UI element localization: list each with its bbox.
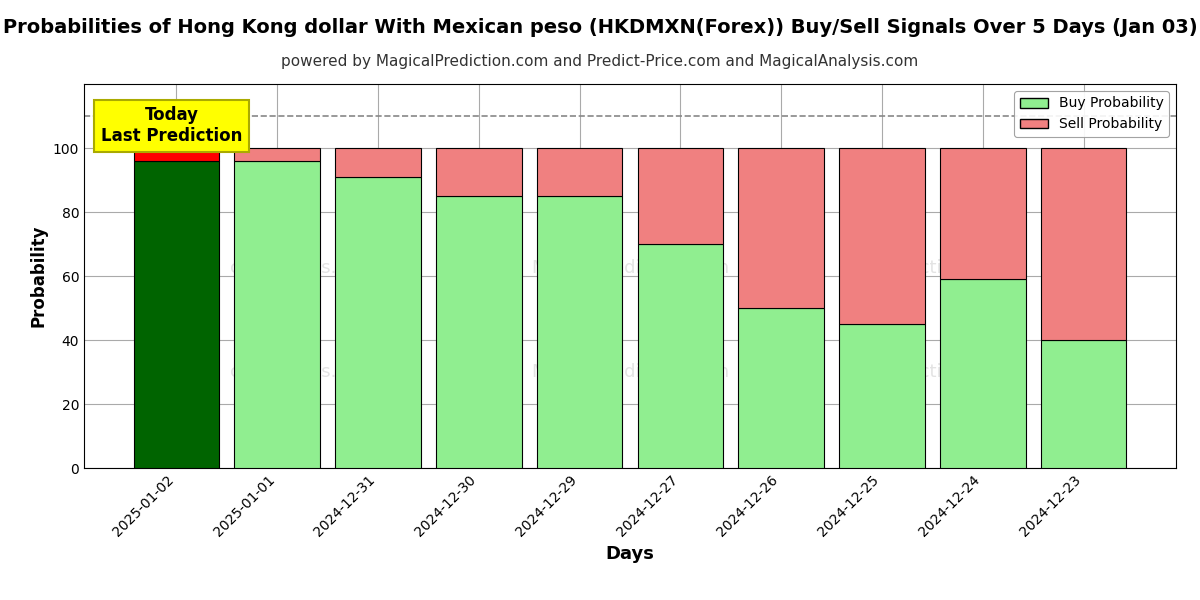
Bar (436, 148, 522, 196)
Bar (839, 324, 925, 468)
Text: MagicnPrediction.com: MagicnPrediction.com (530, 259, 730, 277)
Text: powered by MagicalPrediction.com and Predict-Price.com and MagicalAnalysis.com: powered by MagicalPrediction.com and Pre… (281, 54, 919, 69)
Bar (335, 177, 421, 468)
Bar (536, 196, 623, 468)
Bar (234, 148, 320, 161)
Bar (234, 161, 320, 468)
Bar (940, 279, 1026, 468)
Bar (133, 161, 220, 468)
X-axis label: Days: Days (606, 545, 654, 563)
Bar (839, 148, 925, 324)
Bar (738, 308, 824, 468)
Bar (940, 148, 1026, 279)
Bar (1040, 148, 1127, 340)
Text: calAnalysis.com: calAnalysis.com (230, 363, 374, 381)
Y-axis label: Probability: Probability (29, 225, 47, 327)
Text: MagicnPrediction.com: MagicnPrediction.com (530, 363, 730, 381)
Bar (738, 148, 824, 308)
Text: Today
Last Prediction: Today Last Prediction (101, 106, 242, 145)
Bar (536, 148, 623, 196)
Bar (1040, 340, 1127, 468)
Bar (133, 148, 220, 161)
Text: Probabilities of Hong Kong dollar With Mexican peso (HKDMXN(Forex)) Buy/Sell Sig: Probabilities of Hong Kong dollar With M… (2, 18, 1198, 37)
Text: nPrediction.com: nPrediction.com (863, 363, 1008, 381)
Bar (637, 148, 724, 244)
Bar (335, 148, 421, 177)
Text: calAnalysis.com: calAnalysis.com (230, 259, 374, 277)
Legend: Buy Probability, Sell Probability: Buy Probability, Sell Probability (1014, 91, 1169, 137)
Text: nPrediction.com: nPrediction.com (863, 259, 1008, 277)
Bar (637, 244, 724, 468)
Bar (436, 196, 522, 468)
